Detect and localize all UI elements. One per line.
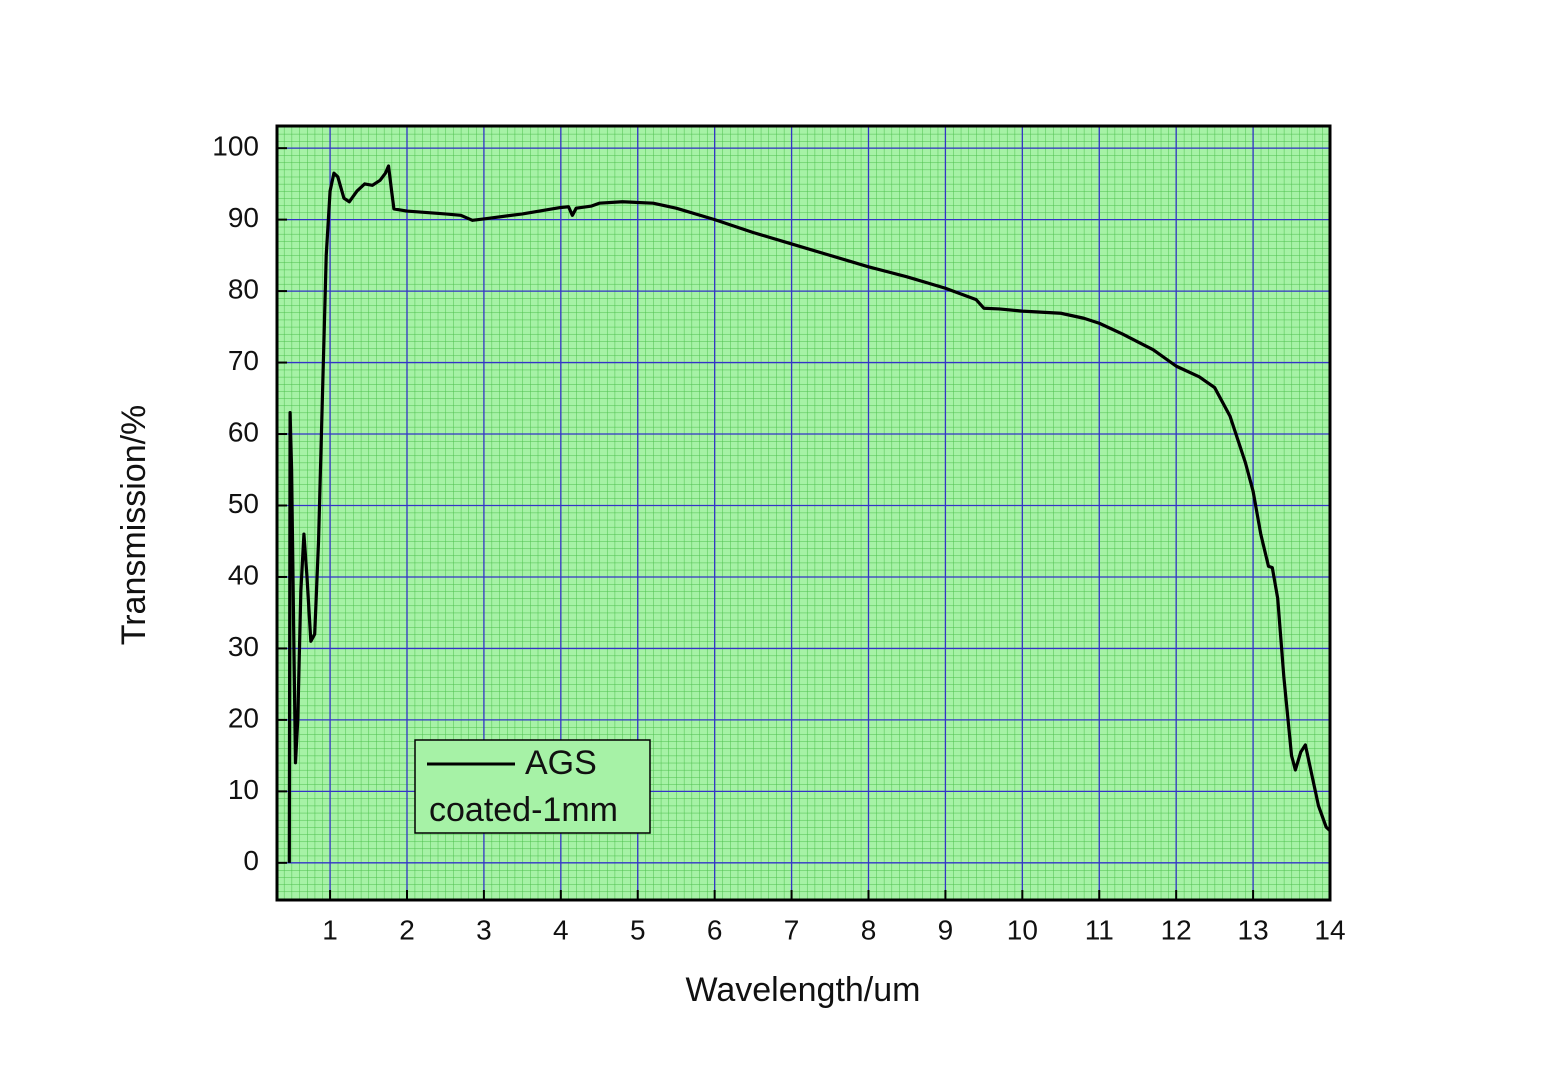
x-tick-label: 9 bbox=[938, 914, 954, 945]
x-tick-label: 1 bbox=[322, 914, 338, 945]
x-tick-label: 14 bbox=[1314, 914, 1345, 945]
y-tick-label: 50 bbox=[228, 488, 259, 519]
legend-label: AGS bbox=[525, 744, 597, 782]
x-tick-label: 11 bbox=[1085, 914, 1114, 945]
legend-box bbox=[414, 739, 651, 834]
x-tick-label: 13 bbox=[1238, 914, 1269, 945]
y-axis-label: Transmission/% bbox=[115, 405, 153, 646]
x-tick-label: 6 bbox=[707, 914, 723, 945]
y-tick-label: 80 bbox=[228, 273, 259, 304]
x-axis-label: Wavelength/um bbox=[686, 971, 921, 1009]
x-tick-label: 4 bbox=[553, 914, 569, 945]
y-tick-label: 70 bbox=[228, 345, 259, 376]
y-tick-label: 90 bbox=[228, 202, 259, 233]
x-tick-label: 12 bbox=[1161, 914, 1192, 945]
legend-note: coated-1mm bbox=[429, 791, 618, 829]
x-tick-label: 10 bbox=[1007, 914, 1038, 945]
y-tick-label: 100 bbox=[212, 131, 259, 162]
data-line bbox=[287, 164, 1332, 863]
y-tick-label: 20 bbox=[228, 702, 259, 733]
x-tick-label: 5 bbox=[630, 914, 646, 945]
y-tick-label: 10 bbox=[228, 774, 259, 805]
y-tick-label: 30 bbox=[228, 631, 259, 662]
x-tick-label: 3 bbox=[476, 914, 492, 945]
y-tick-label: 60 bbox=[228, 416, 259, 447]
x-tick-label: 2 bbox=[399, 914, 415, 945]
y-tick-label: 0 bbox=[243, 845, 259, 876]
y-tick-label: 40 bbox=[228, 559, 259, 590]
x-tick-label: 7 bbox=[784, 914, 800, 945]
plot-frame bbox=[275, 124, 1332, 902]
x-tick-label: 8 bbox=[861, 914, 877, 945]
